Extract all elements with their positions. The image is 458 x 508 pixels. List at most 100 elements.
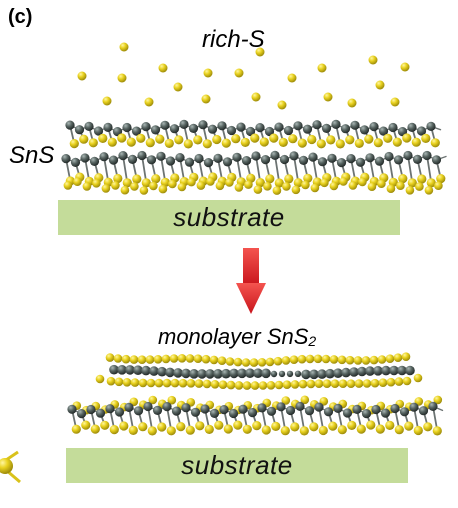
tin-atom: [157, 366, 167, 377]
sulfur-atom: [328, 421, 338, 431]
tin-atom: [342, 408, 353, 418]
tin-atom: [426, 121, 436, 131]
sulfur-atom: [164, 138, 174, 148]
sulfur-atom: [398, 174, 408, 184]
sulfur-atom: [424, 186, 434, 195]
sulfur-atom: [377, 179, 386, 188]
sulfur-atom: [274, 380, 284, 390]
tin-atom: [209, 408, 220, 418]
tin-atom: [412, 154, 423, 164]
sulfur-atom: [394, 377, 404, 386]
tin-atom: [141, 365, 151, 376]
tin-atom: [278, 370, 286, 378]
sulfur-atom: [130, 378, 140, 387]
sulfur-atom: [274, 178, 284, 188]
tin-atom: [431, 155, 442, 165]
sulfur-atom: [413, 373, 423, 383]
sulfur-atom: [423, 422, 433, 432]
tin-atom: [381, 365, 391, 376]
sulfur-atom: [288, 134, 298, 144]
sulfur-atom: [206, 177, 215, 186]
tin-atom: [327, 153, 337, 163]
sulfur-atom: [269, 133, 279, 143]
tin-atom: [373, 366, 383, 376]
tin-atom: [428, 401, 438, 411]
sulfur-atom: [404, 421, 414, 431]
sulfur-atom: [161, 354, 171, 364]
sulfur-atom: [348, 181, 358, 190]
sulfur-atom: [255, 47, 265, 57]
tin-atom: [397, 365, 407, 376]
tin-atom: [294, 370, 302, 377]
tin-atom: [109, 364, 119, 375]
sulfur-atom: [421, 133, 431, 143]
sulfur-atom: [126, 137, 136, 147]
tin-atom: [349, 367, 359, 377]
sulfur-atom: [120, 185, 130, 195]
sulfur-atom: [242, 424, 252, 434]
sulfur-atom: [347, 420, 357, 430]
sulfur-atom: [417, 174, 427, 184]
tin-atom: [389, 365, 399, 376]
sulfur-atom: [345, 355, 355, 365]
sulfur-atom: [130, 182, 139, 191]
tin-atom: [114, 407, 125, 417]
sulfur-atom: [111, 181, 120, 190]
sulfur-atom: [141, 178, 151, 188]
sulfur-atom: [322, 379, 332, 389]
sulfur-atom: [202, 379, 212, 389]
tin-atom: [198, 120, 208, 130]
tin-atom: [205, 369, 215, 379]
tin-atom: [213, 369, 223, 379]
tin-atom: [67, 404, 77, 414]
sulfur-atom: [139, 186, 149, 195]
tin-atom: [89, 156, 100, 166]
sulfur-atom: [373, 138, 383, 148]
sulfur-atom: [117, 133, 127, 143]
sulfur-atom: [368, 55, 378, 65]
tin-atom: [156, 151, 166, 161]
tin-atom: [217, 121, 227, 131]
sulfur-atom: [144, 97, 154, 107]
tin-atom: [331, 119, 341, 129]
substrate-bottom: substrate: [66, 448, 408, 483]
sulfur-atom: [174, 135, 184, 145]
tin-atom: [222, 157, 233, 167]
sulfur-atom: [168, 179, 177, 189]
tin-atom: [165, 367, 175, 378]
sulfur-atom: [362, 379, 372, 388]
tin-atom: [312, 120, 322, 130]
tin-atom: [171, 406, 182, 416]
sulfur-atom: [390, 97, 400, 107]
sulfur-atom: [145, 138, 155, 148]
sulfur-atom: [300, 395, 310, 405]
sulfur-atom: [313, 354, 323, 364]
tin-atom: [359, 125, 370, 135]
sulfur-atom: [194, 379, 204, 388]
sulfur-atom: [255, 178, 265, 188]
sulfur-atom: [81, 420, 91, 430]
sulfur-atom: [394, 425, 404, 435]
tin-atom: [189, 369, 199, 379]
tin-atom: [133, 365, 143, 376]
sulfur-atom: [122, 178, 132, 188]
sulfur-atom: [145, 355, 155, 364]
sulfur-atom: [401, 352, 411, 362]
sulfur-atom: [240, 137, 250, 147]
sulfur-atom: [251, 92, 261, 102]
tin-atom: [279, 154, 290, 165]
sulfur-atom: [375, 80, 385, 90]
tin-atom: [141, 122, 151, 132]
tin-atom: [350, 120, 360, 130]
sulfur-atom: [242, 381, 252, 390]
sulfur-atom: [132, 174, 142, 184]
sulfur-atom: [215, 181, 225, 191]
red-down-arrow-icon: [236, 248, 266, 314]
tin-atom: [276, 402, 286, 412]
sulfur-atom: [329, 181, 339, 191]
sulfur-atom: [317, 63, 327, 73]
sulfur-atom: [253, 185, 263, 194]
sulfur-atom: [432, 426, 442, 436]
tin-atom: [245, 368, 255, 379]
